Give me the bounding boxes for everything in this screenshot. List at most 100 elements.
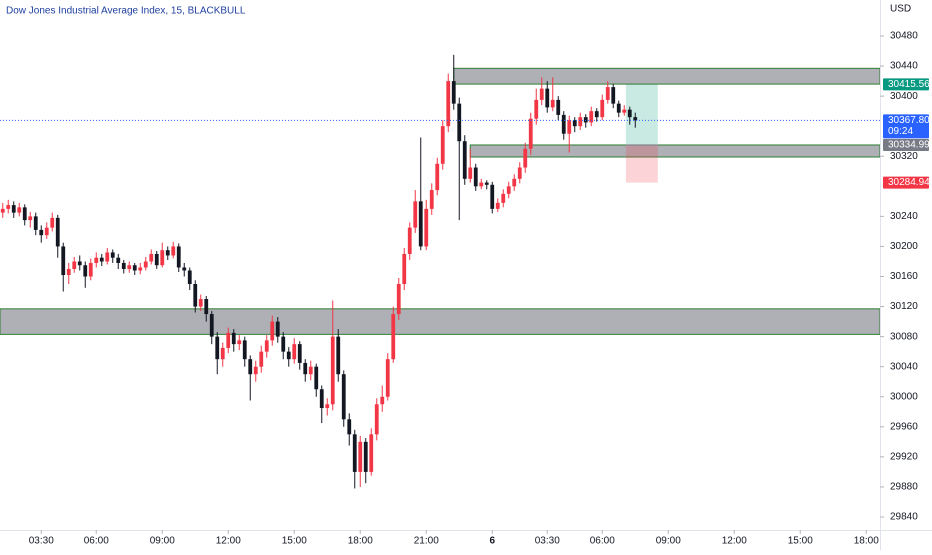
- candle-body: [66, 268, 71, 275]
- candle-body: [182, 267, 187, 271]
- x-tick-label: 12:00: [722, 536, 747, 547]
- candle-body: [374, 404, 379, 435]
- y-tick-label: 29920: [890, 452, 918, 463]
- entry-label-bg: [883, 138, 929, 151]
- candle-body: [517, 167, 522, 179]
- candle-body: [451, 81, 456, 104]
- candle-body: [11, 205, 16, 213]
- y-tick-label: 30400: [890, 91, 918, 102]
- candle-body: [336, 336, 341, 375]
- y-tick-label: 29880: [890, 482, 918, 493]
- candle-body: [88, 262, 93, 277]
- candle-body: [94, 257, 99, 263]
- x-tick-label: 18:00: [854, 536, 879, 547]
- candle-body: [622, 109, 627, 113]
- y-tick-label: 30320: [890, 151, 918, 162]
- candle-body: [44, 227, 49, 236]
- candle-body: [77, 261, 82, 266]
- stop-area: [625, 144, 658, 183]
- y-tick-label: 30000: [890, 391, 918, 402]
- x-tick-label: 12:00: [216, 536, 241, 547]
- last-price-label: 30367.80: [888, 115, 930, 126]
- candle-body: [396, 284, 401, 315]
- candle-body: [215, 336, 220, 360]
- candle-body: [528, 118, 533, 149]
- candle-body: [347, 419, 352, 435]
- candle-body: [402, 253, 407, 285]
- candle-body: [176, 246, 181, 268]
- candle-body: [39, 229, 44, 236]
- candle-body: [138, 267, 143, 271]
- candle-body: [160, 250, 165, 266]
- candle-body: [633, 117, 638, 121]
- candle-body: [171, 246, 176, 256]
- target-label-bg: [883, 78, 929, 91]
- candle-body: [308, 366, 313, 375]
- candle-body: [22, 207, 27, 221]
- x-tick-label: 18:00: [348, 536, 373, 547]
- candle-body: [484, 182, 489, 185]
- candle-body: [319, 389, 324, 409]
- candle-body: [495, 202, 500, 209]
- candle-body: [578, 117, 583, 127]
- x-tick-label: 15:00: [282, 536, 307, 547]
- candle-body: [297, 344, 302, 363]
- candle-body: [468, 167, 473, 179]
- candle-body: [479, 182, 484, 187]
- y-tick-label: 29960: [890, 421, 918, 432]
- x-tick-label: 03:30: [29, 536, 54, 547]
- candle-body: [253, 366, 258, 375]
- candle-body: [33, 216, 38, 230]
- zone: [0, 308, 881, 335]
- candle-body: [358, 441, 363, 472]
- candle-body: [440, 126, 445, 164]
- candle-body: [561, 114, 566, 134]
- y-tick-label: 30240: [890, 211, 918, 222]
- y-tick-label: 29840: [890, 512, 918, 523]
- candle-body: [17, 207, 22, 213]
- candle-body: [627, 109, 632, 118]
- candle-body: [105, 252, 110, 262]
- candle-body: [61, 246, 66, 275]
- stop-label-bg: [883, 176, 929, 189]
- y-tick-label: 30120: [890, 301, 918, 312]
- x-tick-label: 21:00: [414, 536, 439, 547]
- candle-body: [127, 265, 132, 269]
- candle-body: [0, 208, 5, 213]
- candle-body: [550, 99, 555, 108]
- y-tick-label: 30160: [890, 271, 918, 282]
- candle-body: [616, 103, 621, 113]
- entry-label: 30334.99: [888, 140, 930, 151]
- candle-body: [385, 359, 390, 397]
- candle-body: [611, 87, 616, 104]
- candle-body: [457, 103, 462, 142]
- x-tick-label: 06:00: [590, 536, 615, 547]
- y-tick-label: 30440: [890, 61, 918, 72]
- candle-body: [490, 184, 495, 209]
- candle-body: [50, 217, 55, 228]
- candle-body: [594, 111, 599, 118]
- x-tick-label: 09:00: [656, 536, 681, 547]
- x-tick-label: 6: [489, 536, 495, 547]
- candle-body: [187, 270, 192, 285]
- candle-body: [83, 265, 88, 277]
- x-tick-label: 06:00: [84, 536, 109, 547]
- x-tick-label: 15:00: [788, 536, 813, 547]
- candle-body: [55, 217, 60, 247]
- candle-body: [424, 208, 429, 247]
- countdown-label: 09:24: [888, 126, 913, 137]
- candle-body: [589, 111, 594, 123]
- candle-body: [539, 88, 544, 100]
- candle-body: [473, 167, 478, 187]
- candle-body: [435, 163, 440, 191]
- candle-body: [292, 344, 297, 360]
- candle-body: [545, 88, 550, 108]
- stop-label: 30284.94: [888, 177, 930, 188]
- candle-body: [363, 441, 368, 472]
- candle-body: [314, 366, 319, 390]
- y-tick-label: 30040: [890, 361, 918, 372]
- candle-body: [154, 253, 159, 266]
